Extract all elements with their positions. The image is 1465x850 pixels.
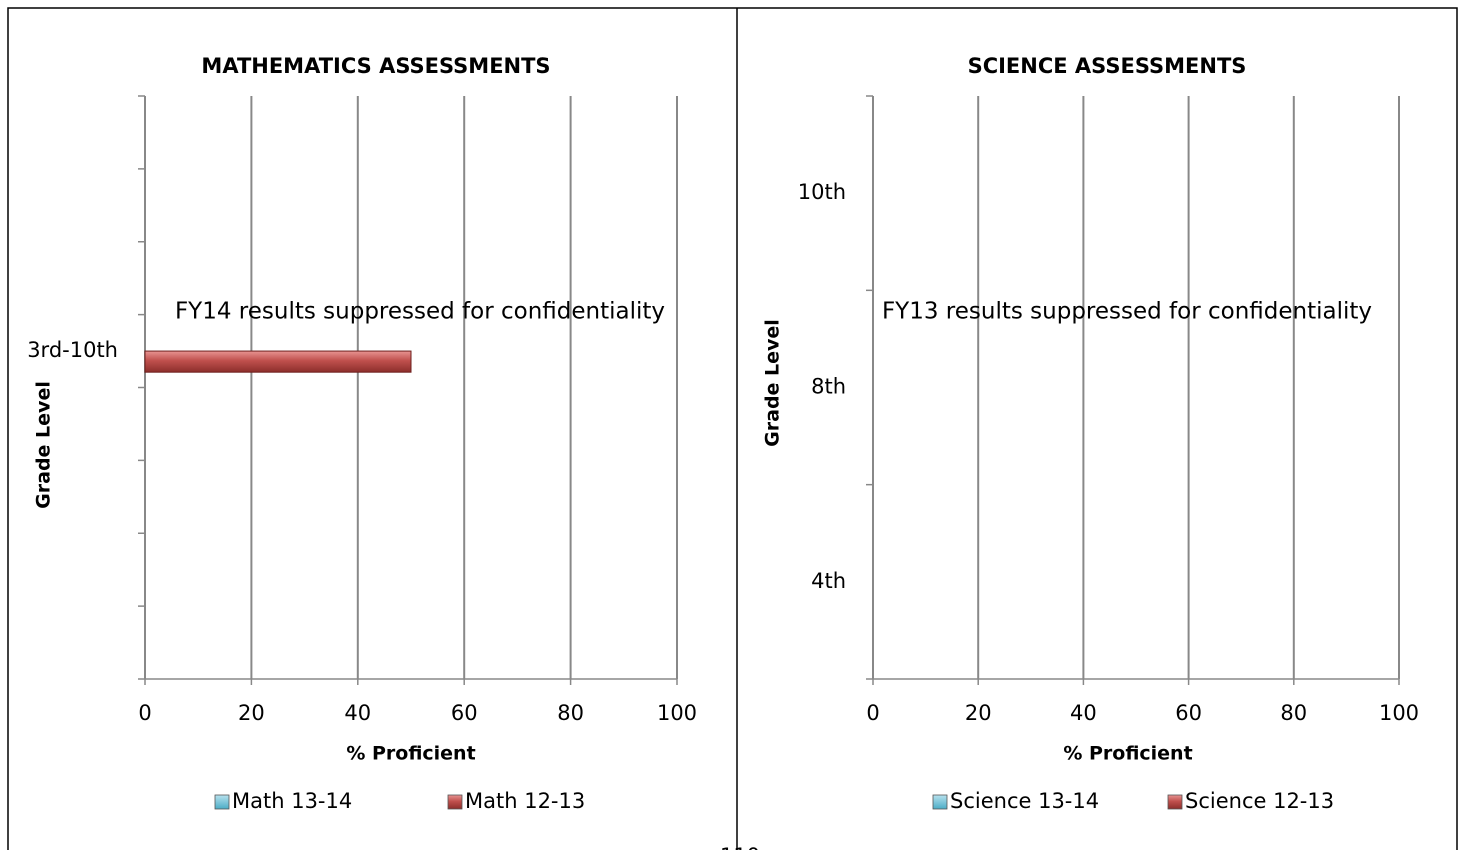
y-tick-label: 10th <box>798 180 846 204</box>
legend-marker <box>214 794 230 810</box>
y-axis-label: Grade Level <box>33 381 55 509</box>
page-number: 110 <box>720 844 760 850</box>
bar <box>144 350 412 373</box>
x-tick-label: 0 <box>138 701 151 725</box>
x-tick-label: 100 <box>1379 701 1419 725</box>
annotation: FY13 results suppressed for confidential… <box>882 299 1372 325</box>
y-tick-label: 3rd-10th <box>27 338 118 362</box>
x-tick-label: 0 <box>866 701 879 725</box>
y-tick-label: 8th <box>811 375 846 399</box>
x-tick-label: 60 <box>1175 701 1202 725</box>
y-axis-label: Grade Level <box>762 319 784 447</box>
legend-marker <box>932 794 948 810</box>
legend-label: Math 13-14 <box>232 789 352 813</box>
x-axis-label: % Proficient <box>1063 743 1192 765</box>
x-tick-label: 60 <box>451 701 478 725</box>
x-axis-label: % Proficient <box>346 743 475 765</box>
legend-marker <box>447 794 463 810</box>
legend-label: Math 12-13 <box>465 789 585 813</box>
x-tick-label: 80 <box>557 701 584 725</box>
y-tick-label: 4th <box>811 569 846 593</box>
chart-title: MATHEMATICS ASSESSMENTS <box>201 54 550 78</box>
legend-label: Science 12-13 <box>1185 789 1334 813</box>
x-tick-label: 100 <box>657 701 697 725</box>
x-tick-label: 20 <box>965 701 992 725</box>
legend-label: Science 13-14 <box>950 789 1099 813</box>
x-tick-label: 40 <box>1070 701 1097 725</box>
x-tick-label: 20 <box>238 701 265 725</box>
legend-marker <box>1167 794 1183 810</box>
x-tick-label: 80 <box>1280 701 1307 725</box>
annotation: FY14 results suppressed for confidential… <box>175 299 665 325</box>
table-border <box>7 7 1458 850</box>
chart-title: SCIENCE ASSESSMENTS <box>968 54 1247 78</box>
x-tick-label: 40 <box>344 701 371 725</box>
